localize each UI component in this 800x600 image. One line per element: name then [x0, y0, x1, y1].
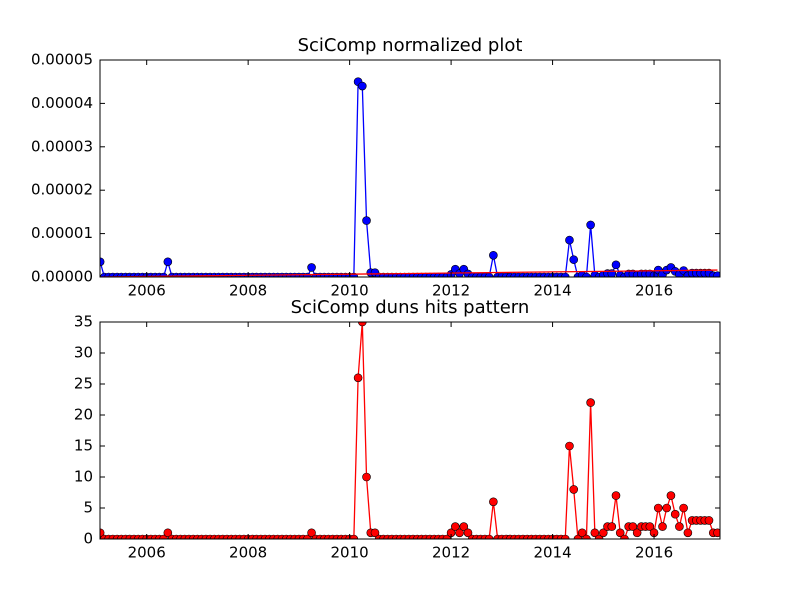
data-point: [565, 235, 574, 245]
data-point: [662, 503, 672, 513]
data-point: [611, 491, 621, 500]
data-point: [569, 255, 579, 264]
data-point: [560, 272, 570, 277]
x-tick-label: 2014: [533, 544, 571, 562]
x-tick-label: 2008: [229, 544, 267, 562]
y-tick-label: 0.00002: [31, 181, 93, 199]
data-point: [704, 516, 714, 525]
data-point: [586, 220, 595, 230]
x-tick-label: 2006: [128, 544, 166, 562]
x-tick-label: 2014: [533, 282, 571, 300]
data-point: [349, 534, 359, 539]
data-point: [307, 528, 316, 538]
data-point: [362, 216, 371, 225]
x-tick-label: 2016: [635, 544, 673, 562]
data-point: [653, 503, 663, 513]
axes-frame: [99, 321, 721, 540]
data-point: [675, 522, 684, 531]
y-tick-label: 5: [83, 499, 93, 517]
y-tick-label: 0: [83, 530, 93, 548]
y-tick-label: 10: [74, 468, 93, 486]
y-tick-label: 35: [74, 313, 93, 331]
data-point: [615, 528, 625, 538]
data-point: [358, 322, 367, 327]
y-tick-label: 15: [74, 437, 93, 455]
data-point: [163, 257, 173, 267]
data-point: [590, 528, 600, 538]
data-point: [358, 81, 367, 91]
data-line: [100, 322, 718, 539]
x-tick-label: 2006: [128, 282, 166, 300]
y-tick-label: 20: [74, 406, 93, 424]
axes-frame: [99, 59, 721, 278]
x-tick-label: 2010: [331, 282, 369, 300]
data-point: [628, 522, 638, 531]
data-point: [683, 528, 693, 538]
data-point: [569, 485, 579, 494]
data-point: [307, 263, 316, 272]
plot-area: [100, 77, 720, 277]
data-point: [679, 503, 688, 513]
x-tick-label: 2016: [635, 282, 673, 300]
data-point: [670, 509, 680, 519]
data-point: [484, 534, 494, 539]
y-tick-label: 0.00001: [31, 224, 93, 242]
data-point: [713, 271, 720, 277]
data-point: [582, 272, 591, 277]
y-tick-label: 0.00003: [31, 137, 93, 155]
data-point: [632, 528, 642, 538]
plot-area: [100, 322, 720, 539]
y-tick-label: 25: [74, 375, 93, 393]
data-point: [599, 528, 608, 538]
y-tick-label: 30: [74, 344, 93, 362]
data-point: [666, 491, 676, 500]
chart-title: SciComp duns hits pattern: [291, 297, 530, 318]
data-point: [455, 528, 464, 538]
data-point: [370, 528, 380, 538]
data-point: [565, 441, 574, 451]
data-point: [713, 528, 720, 538]
data-point: [353, 373, 363, 383]
data-point: [560, 534, 570, 539]
data-point: [577, 528, 587, 538]
data-point: [489, 251, 498, 260]
data-point: [489, 497, 498, 507]
x-tick-label: 2012: [432, 544, 470, 562]
data-point: [611, 260, 621, 270]
data-point: [645, 522, 655, 531]
data-point: [362, 472, 371, 482]
x-tick-label: 2008: [229, 282, 267, 300]
x-tick-label: 2010: [331, 544, 369, 562]
data-point: [607, 522, 617, 531]
chart-title: SciComp normalized plot: [298, 35, 523, 56]
data-point: [658, 522, 667, 531]
data-point: [459, 522, 469, 531]
data-point: [451, 522, 460, 531]
data-point: [163, 528, 173, 538]
y-tick-label: 0.00005: [31, 51, 93, 69]
data-point: [586, 398, 595, 407]
data-point: [463, 528, 473, 538]
data-point: [620, 534, 629, 539]
data-point: [582, 534, 591, 539]
x-tick-label: 2012: [432, 282, 470, 300]
y-tick-label: 0.00004: [31, 94, 93, 112]
data-line: [100, 269, 718, 277]
y-tick-label: 0.00000: [31, 268, 93, 286]
